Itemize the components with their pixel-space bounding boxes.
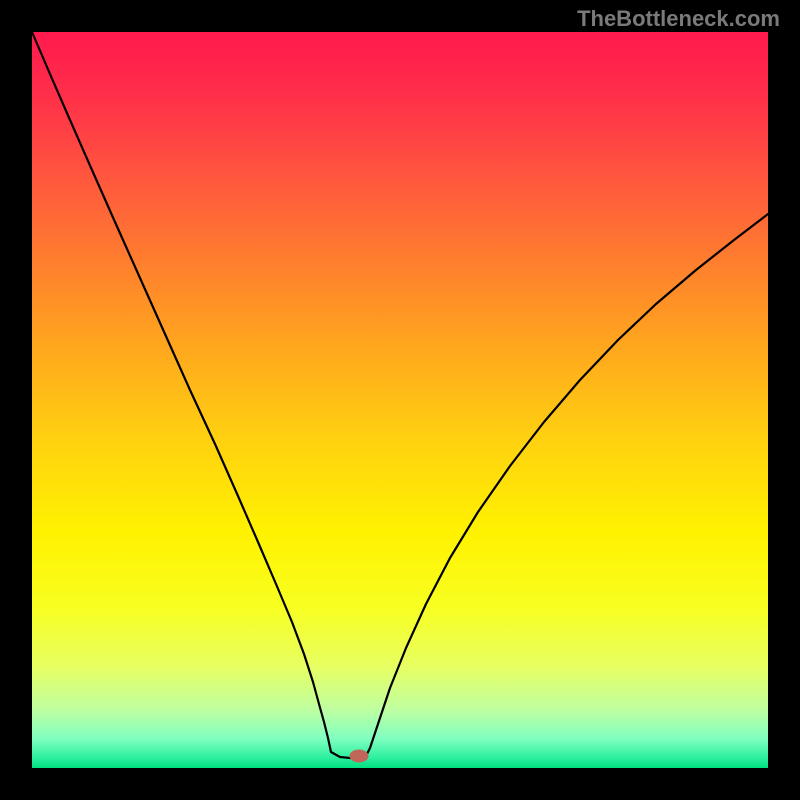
chart-container: TheBottleneck.com	[0, 0, 800, 800]
vertex-marker	[350, 750, 368, 762]
v-curve	[32, 32, 768, 758]
watermark-text: TheBottleneck.com	[577, 6, 780, 32]
bottleneck-curve	[0, 0, 800, 800]
